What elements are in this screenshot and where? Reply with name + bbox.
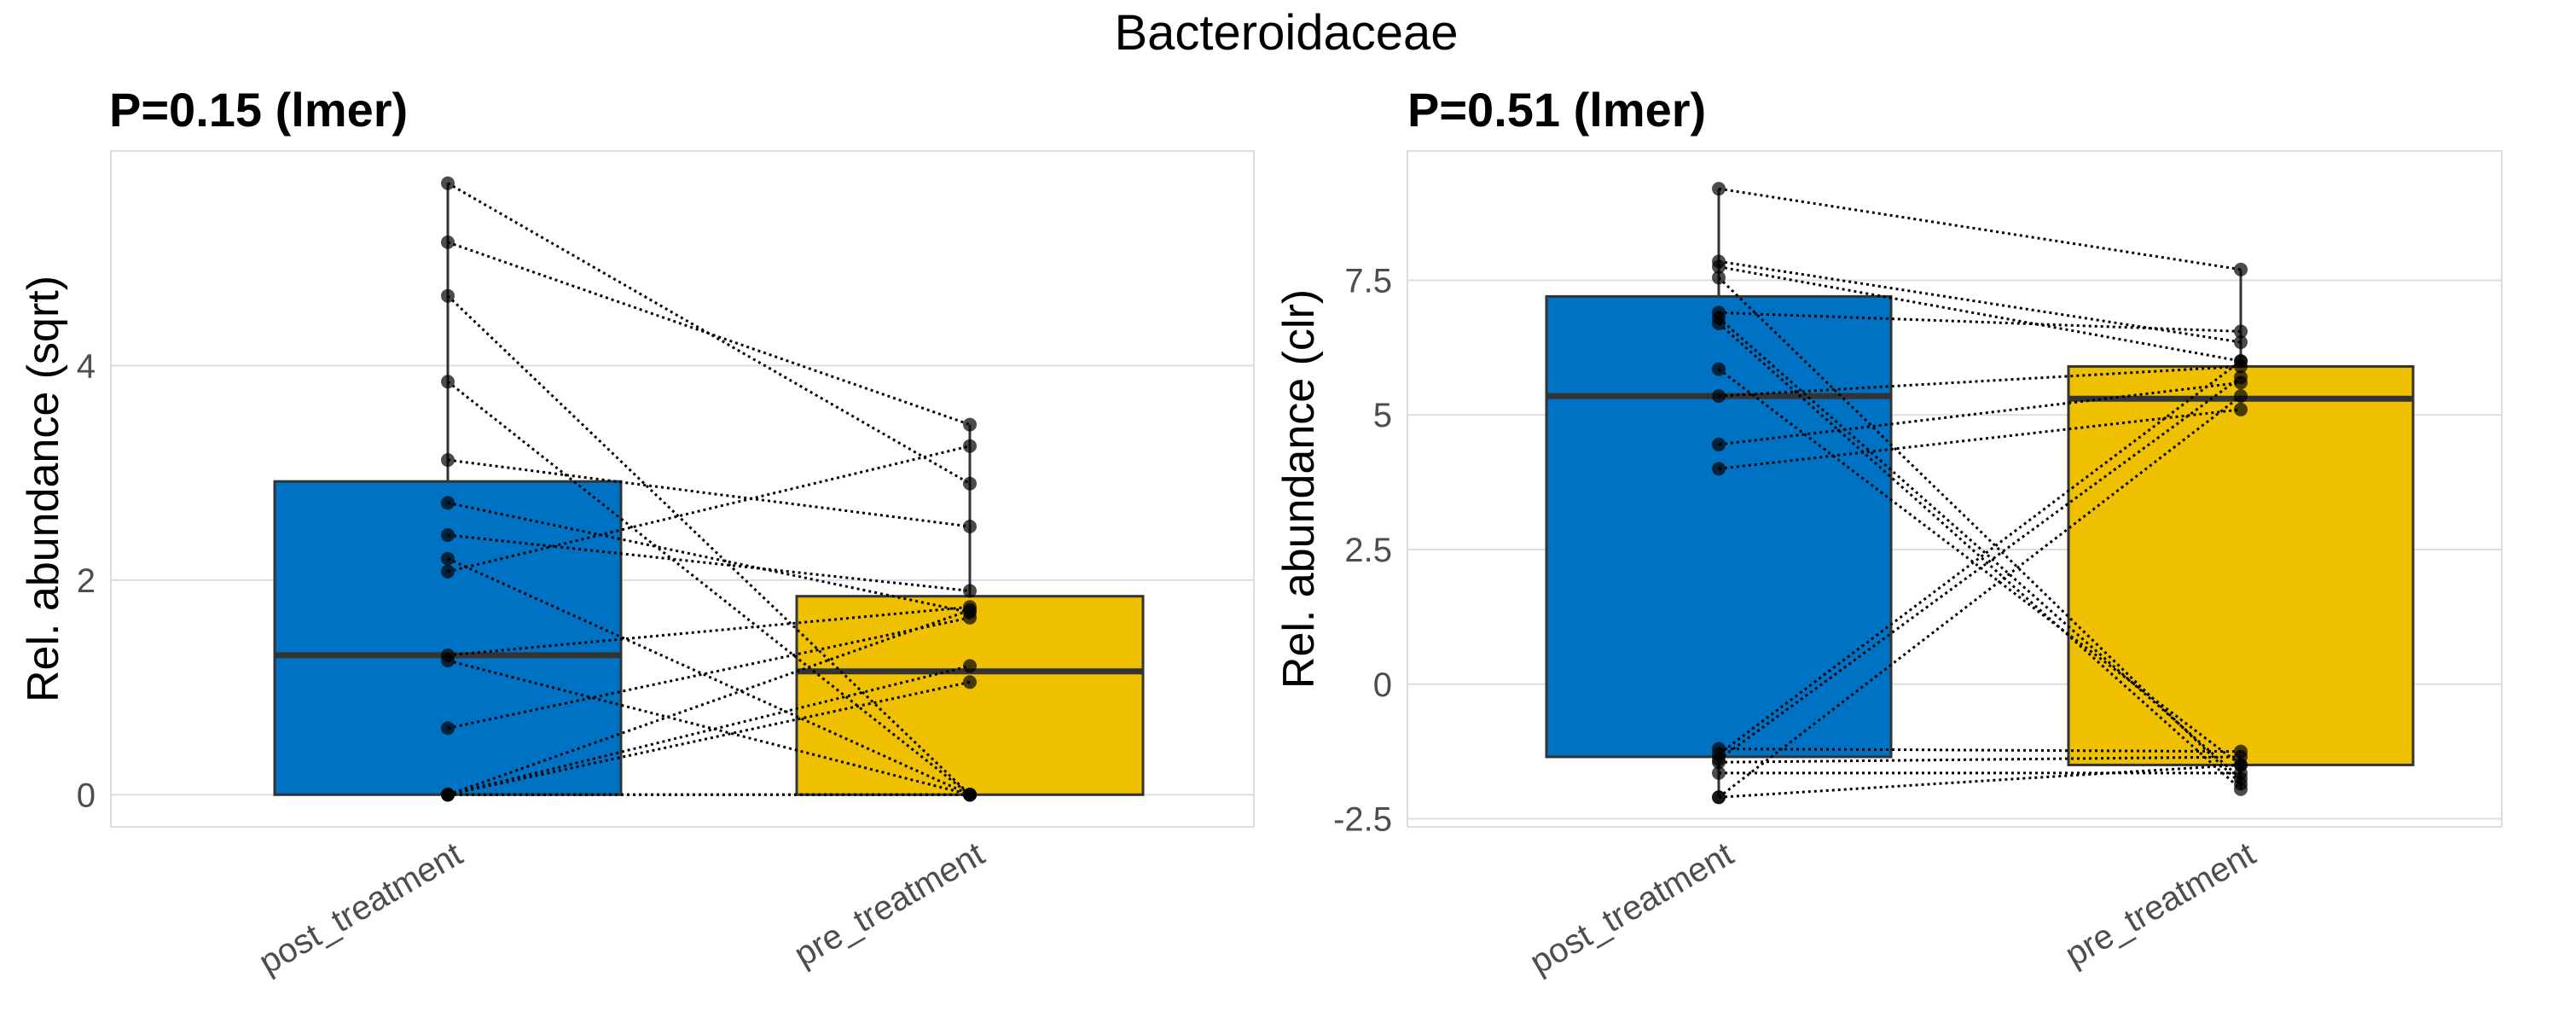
paired-line bbox=[1718, 187, 2242, 271]
y-axis-label: Rel. abundance (sqrt) bbox=[19, 276, 68, 702]
data-point-pre bbox=[963, 520, 977, 533]
data-point-pre bbox=[963, 603, 977, 618]
data-point-post bbox=[441, 496, 455, 510]
data-point-pre bbox=[963, 417, 977, 432]
data-point-post bbox=[441, 375, 455, 389]
data-point-pre bbox=[963, 675, 977, 689]
y-tick-label: 0 bbox=[77, 777, 96, 814]
paired-line bbox=[1718, 265, 2242, 363]
paired-line bbox=[1718, 381, 2242, 446]
data-point-pre bbox=[2234, 389, 2248, 404]
x-tick-label: post_treatment bbox=[252, 835, 468, 982]
data-point-post bbox=[441, 551, 455, 566]
x-tick-label: pre_treatment bbox=[2059, 835, 2262, 975]
y-tick-label: -2.5 bbox=[1333, 801, 1392, 839]
paired-line bbox=[447, 458, 971, 528]
data-point-post bbox=[441, 235, 455, 249]
data-point-post bbox=[1712, 462, 1726, 476]
y-tick-label: 2 bbox=[77, 562, 96, 600]
data-point-post bbox=[1712, 259, 1726, 274]
paired-line bbox=[1717, 276, 2242, 785]
data-point-post bbox=[1712, 389, 1726, 404]
panel-title: P=0.51 (lmer) bbox=[1407, 83, 1706, 137]
paired-line bbox=[1718, 359, 2242, 756]
paired-line bbox=[1718, 368, 2242, 766]
data-point-pre bbox=[963, 439, 977, 453]
data-point-pre bbox=[963, 788, 977, 802]
x-tick-label: post_treatment bbox=[1523, 835, 1739, 982]
panel-right: P=0.51 (lmer) Rel. abundance (clr) -2.5 0… bbox=[1274, 83, 2503, 982]
data-point-post bbox=[1712, 316, 1726, 330]
paired-line bbox=[447, 664, 971, 796]
data-point-post bbox=[1712, 755, 1726, 770]
paired-line bbox=[1718, 394, 2242, 799]
y-tick-label: 7.5 bbox=[1344, 262, 1392, 300]
y-tick-label: 0 bbox=[1373, 666, 1392, 704]
paired-line bbox=[1718, 259, 2242, 344]
paired-line bbox=[1718, 375, 2242, 761]
data-point-pre bbox=[2234, 262, 2248, 276]
figure-title: Bacteroidaceae bbox=[1114, 5, 1458, 61]
panel-left: P=0.15 (lmer) Rel. abundance (sqrt) 0 2 4 p… bbox=[19, 83, 1255, 982]
paired-line bbox=[447, 659, 971, 796]
paired-line bbox=[447, 608, 971, 796]
data-point-post bbox=[441, 528, 455, 543]
data-point-post bbox=[441, 654, 455, 668]
data-point-post bbox=[441, 453, 455, 468]
paired-line bbox=[447, 241, 971, 426]
y-tick-label: 5 bbox=[1373, 397, 1392, 434]
data-point-pre bbox=[963, 584, 977, 598]
data-point-post bbox=[1712, 362, 1726, 376]
data-point-post bbox=[1712, 437, 1726, 451]
data-point-post bbox=[441, 788, 455, 802]
paired-line bbox=[447, 182, 971, 486]
data-point-post bbox=[1712, 790, 1726, 805]
paired-line bbox=[1718, 408, 2242, 470]
data-point-pre bbox=[2234, 782, 2248, 796]
paired-line bbox=[1718, 317, 2242, 780]
y-axis-label: Rel. abundance (clr) bbox=[1274, 289, 1324, 689]
data-point-pre bbox=[2234, 335, 2248, 350]
x-tick-label: pre_treatment bbox=[788, 835, 991, 975]
y-tick-label: 4 bbox=[77, 347, 96, 385]
data-point-pre bbox=[963, 659, 977, 673]
box-pre_treatment bbox=[2067, 364, 2415, 766]
paired-line bbox=[446, 294, 972, 796]
data-point-post bbox=[441, 721, 455, 736]
data-point-post bbox=[441, 564, 455, 579]
data-point-post bbox=[1712, 271, 1726, 285]
y-tick-label: 2.5 bbox=[1344, 532, 1392, 569]
data-point-pre bbox=[2234, 370, 2248, 385]
data-point-post bbox=[1712, 765, 1726, 780]
data-point-post bbox=[1712, 182, 1726, 196]
paired-line bbox=[447, 533, 971, 592]
data-point-post bbox=[441, 176, 455, 190]
paired-line bbox=[447, 605, 971, 657]
data-point-pre bbox=[2234, 402, 2248, 416]
data-point-pre bbox=[963, 476, 977, 491]
data-point-pre bbox=[2234, 758, 2248, 772]
data-point-pre bbox=[2234, 324, 2248, 339]
data-point-pre bbox=[2234, 354, 2248, 369]
data-point-post bbox=[441, 288, 455, 303]
panel-title: P=0.15 (lmer) bbox=[109, 83, 408, 137]
